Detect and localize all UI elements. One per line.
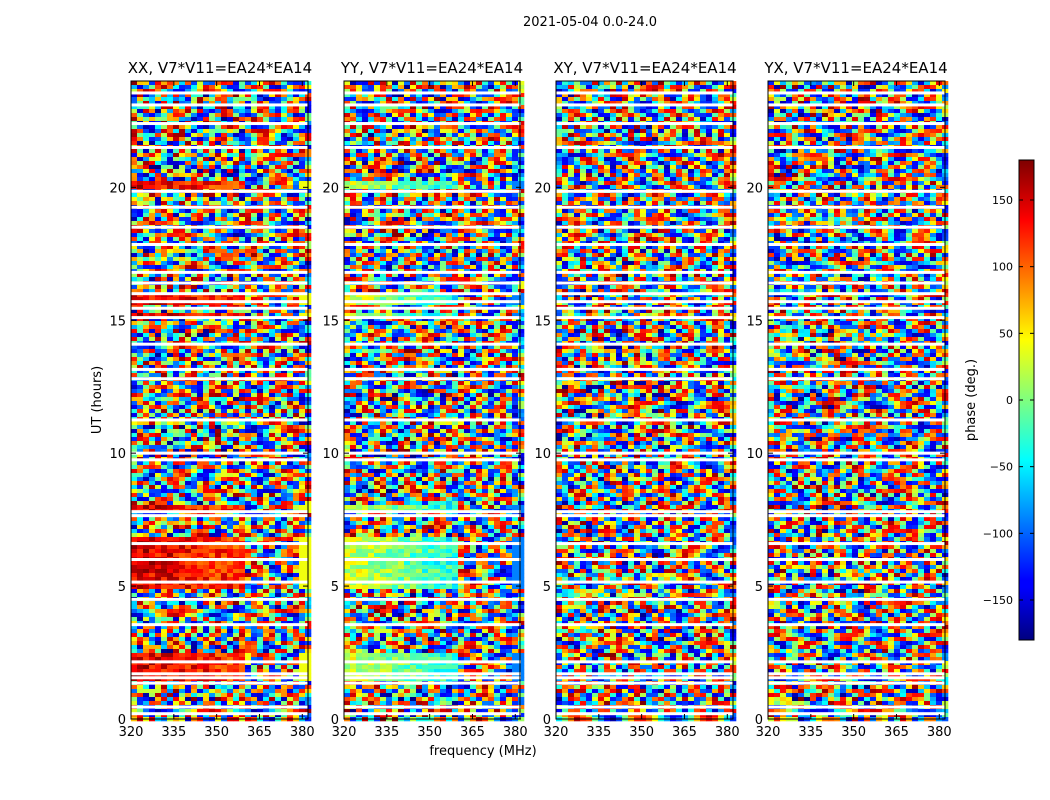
x-tick-label: 365 xyxy=(247,725,272,740)
panel-title-yy: YY, V7*V11=EA24*EA14 xyxy=(340,59,523,77)
colorbar: 150 100 50 0 −50 −100 −150 phase (deg.) xyxy=(964,159,1035,641)
panel-title-xy: XY, V7*V11=EA24*EA14 xyxy=(553,59,736,77)
y-tick-label: 15 xyxy=(322,314,339,329)
y-tick-label: 10 xyxy=(109,447,126,462)
x-tick-label: 365 xyxy=(460,725,485,740)
x-tick-label: 350 xyxy=(841,725,866,740)
panel-title-yx: YX, V7*V11=EA24*EA14 xyxy=(763,59,947,77)
x-tick-label: 365 xyxy=(884,725,909,740)
y-tick-label: 10 xyxy=(534,447,551,462)
panel-xy: XY, V7*V11=EA24*EA14 xyxy=(553,59,737,722)
colorbar-tick-label: −50 xyxy=(990,461,1013,474)
x-tick-label: 380 xyxy=(715,725,740,740)
panel-yy: YY, V7*V11=EA24*EA14 xyxy=(340,59,525,722)
panel-title-xx: XX, V7*V11=EA24*EA14 xyxy=(128,59,312,77)
x-tick-label: 335 xyxy=(161,725,186,740)
x-tick-label: 320 xyxy=(544,725,569,740)
y-tick-label: 15 xyxy=(746,314,763,329)
colorbar-tick-label: 150 xyxy=(992,194,1013,207)
x-tick-label: 350 xyxy=(204,725,229,740)
x-tick-label: 320 xyxy=(756,725,781,740)
axes-frame-yx xyxy=(767,80,946,720)
axes-frame-xy xyxy=(555,80,734,720)
colorbar-tick-label: 50 xyxy=(999,327,1013,340)
panel-xx: XX, V7*V11=EA24*EA14 xyxy=(128,59,312,722)
colorbar-label: phase (deg.) xyxy=(964,359,979,441)
x-axis-label: frequency (MHz) xyxy=(429,744,536,759)
y-tick-label: 20 xyxy=(534,181,551,196)
y-tick-label: 15 xyxy=(534,314,551,329)
x-tick-label: 380 xyxy=(927,725,952,740)
x-tick-label: 350 xyxy=(629,725,654,740)
y-axis-label: UT (hours) xyxy=(90,366,105,434)
y-tick-label: 0 xyxy=(543,713,551,728)
plot-area-yy xyxy=(344,81,525,722)
y-tick-label: 15 xyxy=(109,314,126,329)
y-tick-label: 5 xyxy=(118,580,126,595)
x-tick-label: 380 xyxy=(503,725,528,740)
x-tick-label: 335 xyxy=(374,725,399,740)
x-tick-label: 320 xyxy=(119,725,144,740)
y-tick-label: 5 xyxy=(331,580,339,595)
y-tick-label: 10 xyxy=(322,447,339,462)
y-tick-label: 0 xyxy=(118,713,126,728)
x-tick-label: 320 xyxy=(332,725,357,740)
y-tick-label: 5 xyxy=(543,580,551,595)
colorbar-tick-label: 100 xyxy=(992,261,1013,274)
x-tick-label: 350 xyxy=(417,725,442,740)
figure-suptitle: 2021-05-04 0.0-24.0 xyxy=(523,15,657,30)
colorbar-ticks: 150 100 50 0 −50 −100 −150 xyxy=(983,194,1034,607)
plot-area-xx xyxy=(131,81,312,722)
y-tick-label: 20 xyxy=(746,181,763,196)
colorbar-tick-label: 0 xyxy=(1006,394,1013,407)
x-tick-label: 365 xyxy=(672,725,697,740)
x-tick-label: 335 xyxy=(586,725,611,740)
y-tick-label: 5 xyxy=(755,580,763,595)
x-tick-label: 335 xyxy=(798,725,823,740)
axes-frame-xx xyxy=(130,80,309,720)
y-tick-label: 0 xyxy=(331,713,339,728)
axes-frame-yy xyxy=(343,80,521,720)
plot-area-yx xyxy=(768,81,949,722)
axis-ticks: 320 335 350 365 380 0 5 10 15 20 320 335 350 365 380 0 5… xyxy=(109,81,952,740)
y-tick-label: 20 xyxy=(109,181,126,196)
x-tick-label: 380 xyxy=(290,725,315,740)
colorbar-tick-label: −150 xyxy=(983,594,1013,607)
panel-yx: YX, V7*V11=EA24*EA14 xyxy=(763,59,949,722)
colorbar-tick-label: −100 xyxy=(983,527,1013,540)
y-tick-label: 20 xyxy=(322,181,339,196)
y-tick-label: 10 xyxy=(746,447,763,462)
plot-area-xy xyxy=(556,81,737,722)
y-tick-label: 0 xyxy=(755,713,763,728)
